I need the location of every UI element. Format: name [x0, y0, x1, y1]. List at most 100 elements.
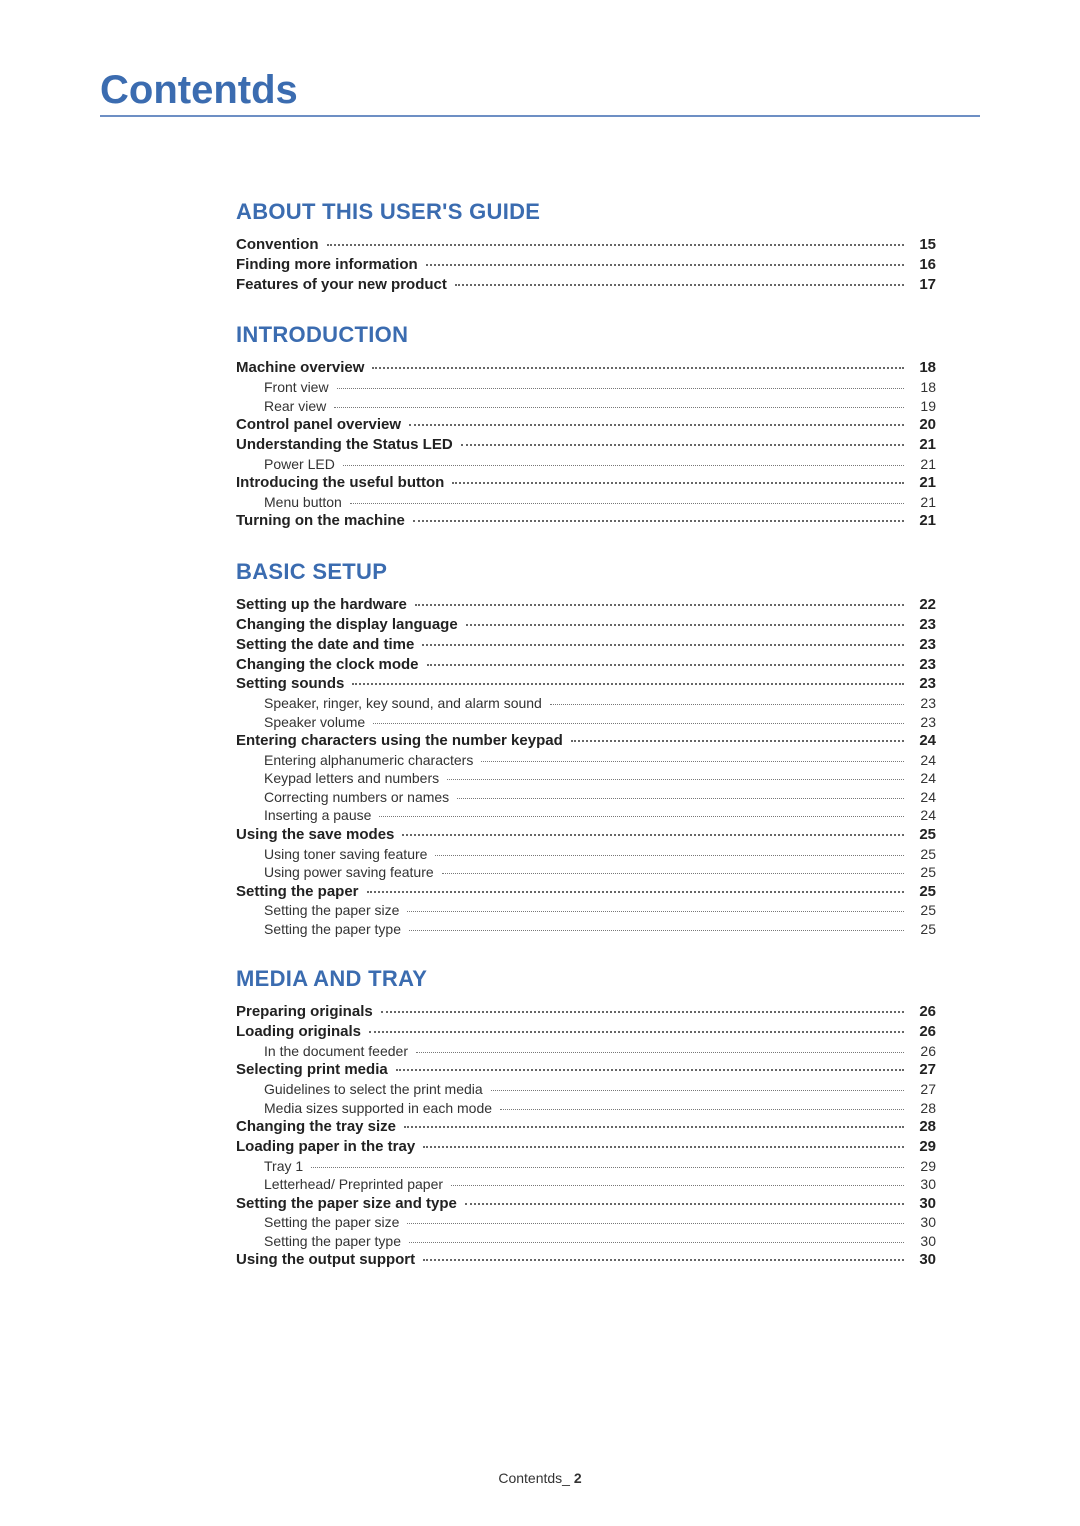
toc-entry-label: Convention [236, 235, 319, 255]
toc-entry[interactable]: Changing the clock mode23 [236, 655, 936, 675]
toc-entry-label: Setting the date and time [236, 635, 414, 655]
toc-entry[interactable]: Selecting print media27 [236, 1060, 936, 1080]
toc-entry[interactable]: Preparing originals26 [236, 1002, 936, 1022]
toc-entry-page: 28 [908, 1117, 936, 1137]
toc-entry[interactable]: Tray 129 [236, 1157, 936, 1175]
toc-entry-label: Speaker, ringer, key sound, and alarm so… [264, 694, 542, 712]
toc-entry[interactable]: Changing the tray size28 [236, 1117, 936, 1137]
toc-entry-label: Correcting numbers or names [264, 788, 449, 806]
toc-entry[interactable]: Turning on the machine 21 [236, 511, 936, 531]
page-footer: Contentds_ 2 [0, 1470, 1080, 1486]
toc-entry[interactable]: Loading originals26 [236, 1022, 936, 1042]
toc-entry-page: 30 [908, 1194, 936, 1214]
toc-entry[interactable]: Power LED 21 [236, 455, 936, 473]
toc-entry-page: 25 [908, 920, 936, 938]
toc-entry[interactable]: Features of your new product 17 [236, 275, 936, 295]
toc-leader-dots [396, 1069, 904, 1071]
toc-entry[interactable]: Letterhead/ Preprinted paper30 [236, 1175, 936, 1193]
toc-entry-page: 17 [908, 275, 936, 295]
toc-section-heading[interactable]: ABOUT THIS USER'S GUIDE [236, 199, 980, 225]
toc-leader-dots [435, 855, 904, 856]
toc-entry-label: Setting the paper size [264, 901, 399, 919]
toc-entry-label: Letterhead/ Preprinted paper [264, 1175, 443, 1193]
toc-entry[interactable]: Loading paper in the tray29 [236, 1137, 936, 1157]
toc-entry[interactable]: Inserting a pause24 [236, 806, 936, 824]
toc-entry-page: 27 [908, 1080, 936, 1098]
toc-entry-label: Setting the paper [236, 882, 359, 902]
toc-leader-dots [373, 723, 904, 724]
toc-entry[interactable]: Control panel overview20 [236, 415, 936, 435]
toc-leader-dots [500, 1109, 904, 1110]
toc-entry-label: Loading paper in the tray [236, 1137, 415, 1157]
toc-entry[interactable]: Using toner saving feature25 [236, 845, 936, 863]
toc-entry-label: Turning on the machine [236, 511, 405, 531]
toc-entries: Preparing originals26Loading originals26… [236, 1002, 936, 1270]
toc-entry-page: 25 [908, 863, 936, 881]
toc-entry[interactable]: Setting the paper size and type30 [236, 1194, 936, 1214]
toc-leader-dots [407, 911, 904, 912]
toc-entry[interactable]: Using power saving feature25 [236, 863, 936, 881]
toc-entry[interactable]: Media sizes supported in each mode28 [236, 1099, 936, 1117]
toc-leader-dots [372, 367, 904, 369]
toc-entry[interactable]: Changing the display language23 [236, 615, 936, 635]
toc-entry[interactable]: Machine overview18 [236, 358, 936, 378]
toc-leader-dots [423, 1259, 904, 1261]
toc-entry[interactable]: Guidelines to select the print media 27 [236, 1080, 936, 1098]
toc-entry[interactable]: Finding more information16 [236, 255, 936, 275]
toc-section-heading[interactable]: INTRODUCTION [236, 322, 980, 348]
toc-entry[interactable]: Speaker, ringer, key sound, and alarm so… [236, 694, 936, 712]
toc-leader-dots [423, 1146, 904, 1148]
toc-entry-label: Setting the paper type [264, 1232, 401, 1250]
toc-entry[interactable]: Using the output support30 [236, 1250, 936, 1270]
toc-leader-dots [407, 1223, 904, 1224]
toc-section-heading[interactable]: MEDIA AND TRAY [236, 966, 980, 992]
toc-entry-page: 23 [908, 615, 936, 635]
toc-section-heading[interactable]: BASIC SETUP [236, 559, 980, 585]
toc-entry[interactable]: Setting up the hardware22 [236, 595, 936, 615]
toc-entry-page: 26 [908, 1022, 936, 1042]
toc-leader-dots [550, 704, 904, 705]
toc-entry[interactable]: Setting the paper type 25 [236, 920, 936, 938]
toc-entry[interactable]: Rear view19 [236, 397, 936, 415]
toc-entry[interactable]: In the document feeder26 [236, 1042, 936, 1060]
toc-entry-page: 27 [908, 1060, 936, 1080]
toc-entry-label: Features of your new product [236, 275, 447, 295]
toc-entry[interactable]: Introducing the useful button21 [236, 473, 936, 493]
toc-entry[interactable]: Correcting numbers or names24 [236, 788, 936, 806]
toc-entry-page: 21 [908, 435, 936, 455]
toc-container: ABOUT THIS USER'S GUIDE Convention15Findi… [100, 199, 980, 1270]
toc-entry[interactable]: Setting the date and time 23 [236, 635, 936, 655]
toc-entry[interactable]: Entering alphanumeric characters24 [236, 751, 936, 769]
toc-entry-page: 18 [908, 378, 936, 396]
toc-entry-page: 23 [908, 635, 936, 655]
toc-section: MEDIA AND TRAYPreparing originals26Loadi… [100, 966, 980, 1270]
toc-entry[interactable]: Speaker volume23 [236, 713, 936, 731]
toc-entry[interactable]: Understanding the Status LED21 [236, 435, 936, 455]
toc-entry-label: Speaker volume [264, 713, 365, 731]
toc-entry[interactable]: Setting the paper size30 [236, 1213, 936, 1231]
toc-leader-dots [311, 1167, 904, 1168]
toc-entry[interactable]: Setting the paper size25 [236, 901, 936, 919]
toc-leader-dots [367, 891, 904, 893]
toc-entry-label: Introducing the useful button [236, 473, 444, 493]
toc-entry[interactable]: Menu button21 [236, 493, 936, 511]
toc-entry-page: 24 [908, 731, 936, 751]
toc-entry[interactable]: Convention15 [236, 235, 936, 255]
toc-entry[interactable]: Using the save modes25 [236, 825, 936, 845]
toc-entry-page: 24 [908, 751, 936, 769]
toc-entry[interactable]: Setting the paper type30 [236, 1232, 936, 1250]
toc-entry[interactable]: Front view18 [236, 378, 936, 396]
toc-entry-page: 21 [908, 455, 936, 473]
toc-entry-label: Power LED [264, 455, 335, 473]
toc-entry[interactable]: Setting the paper25 [236, 882, 936, 902]
toc-entry-label: Setting the paper type [264, 920, 401, 938]
toc-entry[interactable]: Entering characters using the number key… [236, 731, 936, 751]
toc-entry[interactable]: Setting sounds23 [236, 674, 936, 694]
footer-page-number: 2 [574, 1470, 582, 1486]
toc-entry-page: 21 [908, 511, 936, 531]
toc-entry-label: Setting sounds [236, 674, 344, 694]
toc-entry[interactable]: Keypad letters and numbers24 [236, 769, 936, 787]
toc-leader-dots [452, 482, 904, 484]
toc-leader-dots [481, 761, 904, 762]
toc-entry-label: Guidelines to select the print media [264, 1080, 483, 1098]
